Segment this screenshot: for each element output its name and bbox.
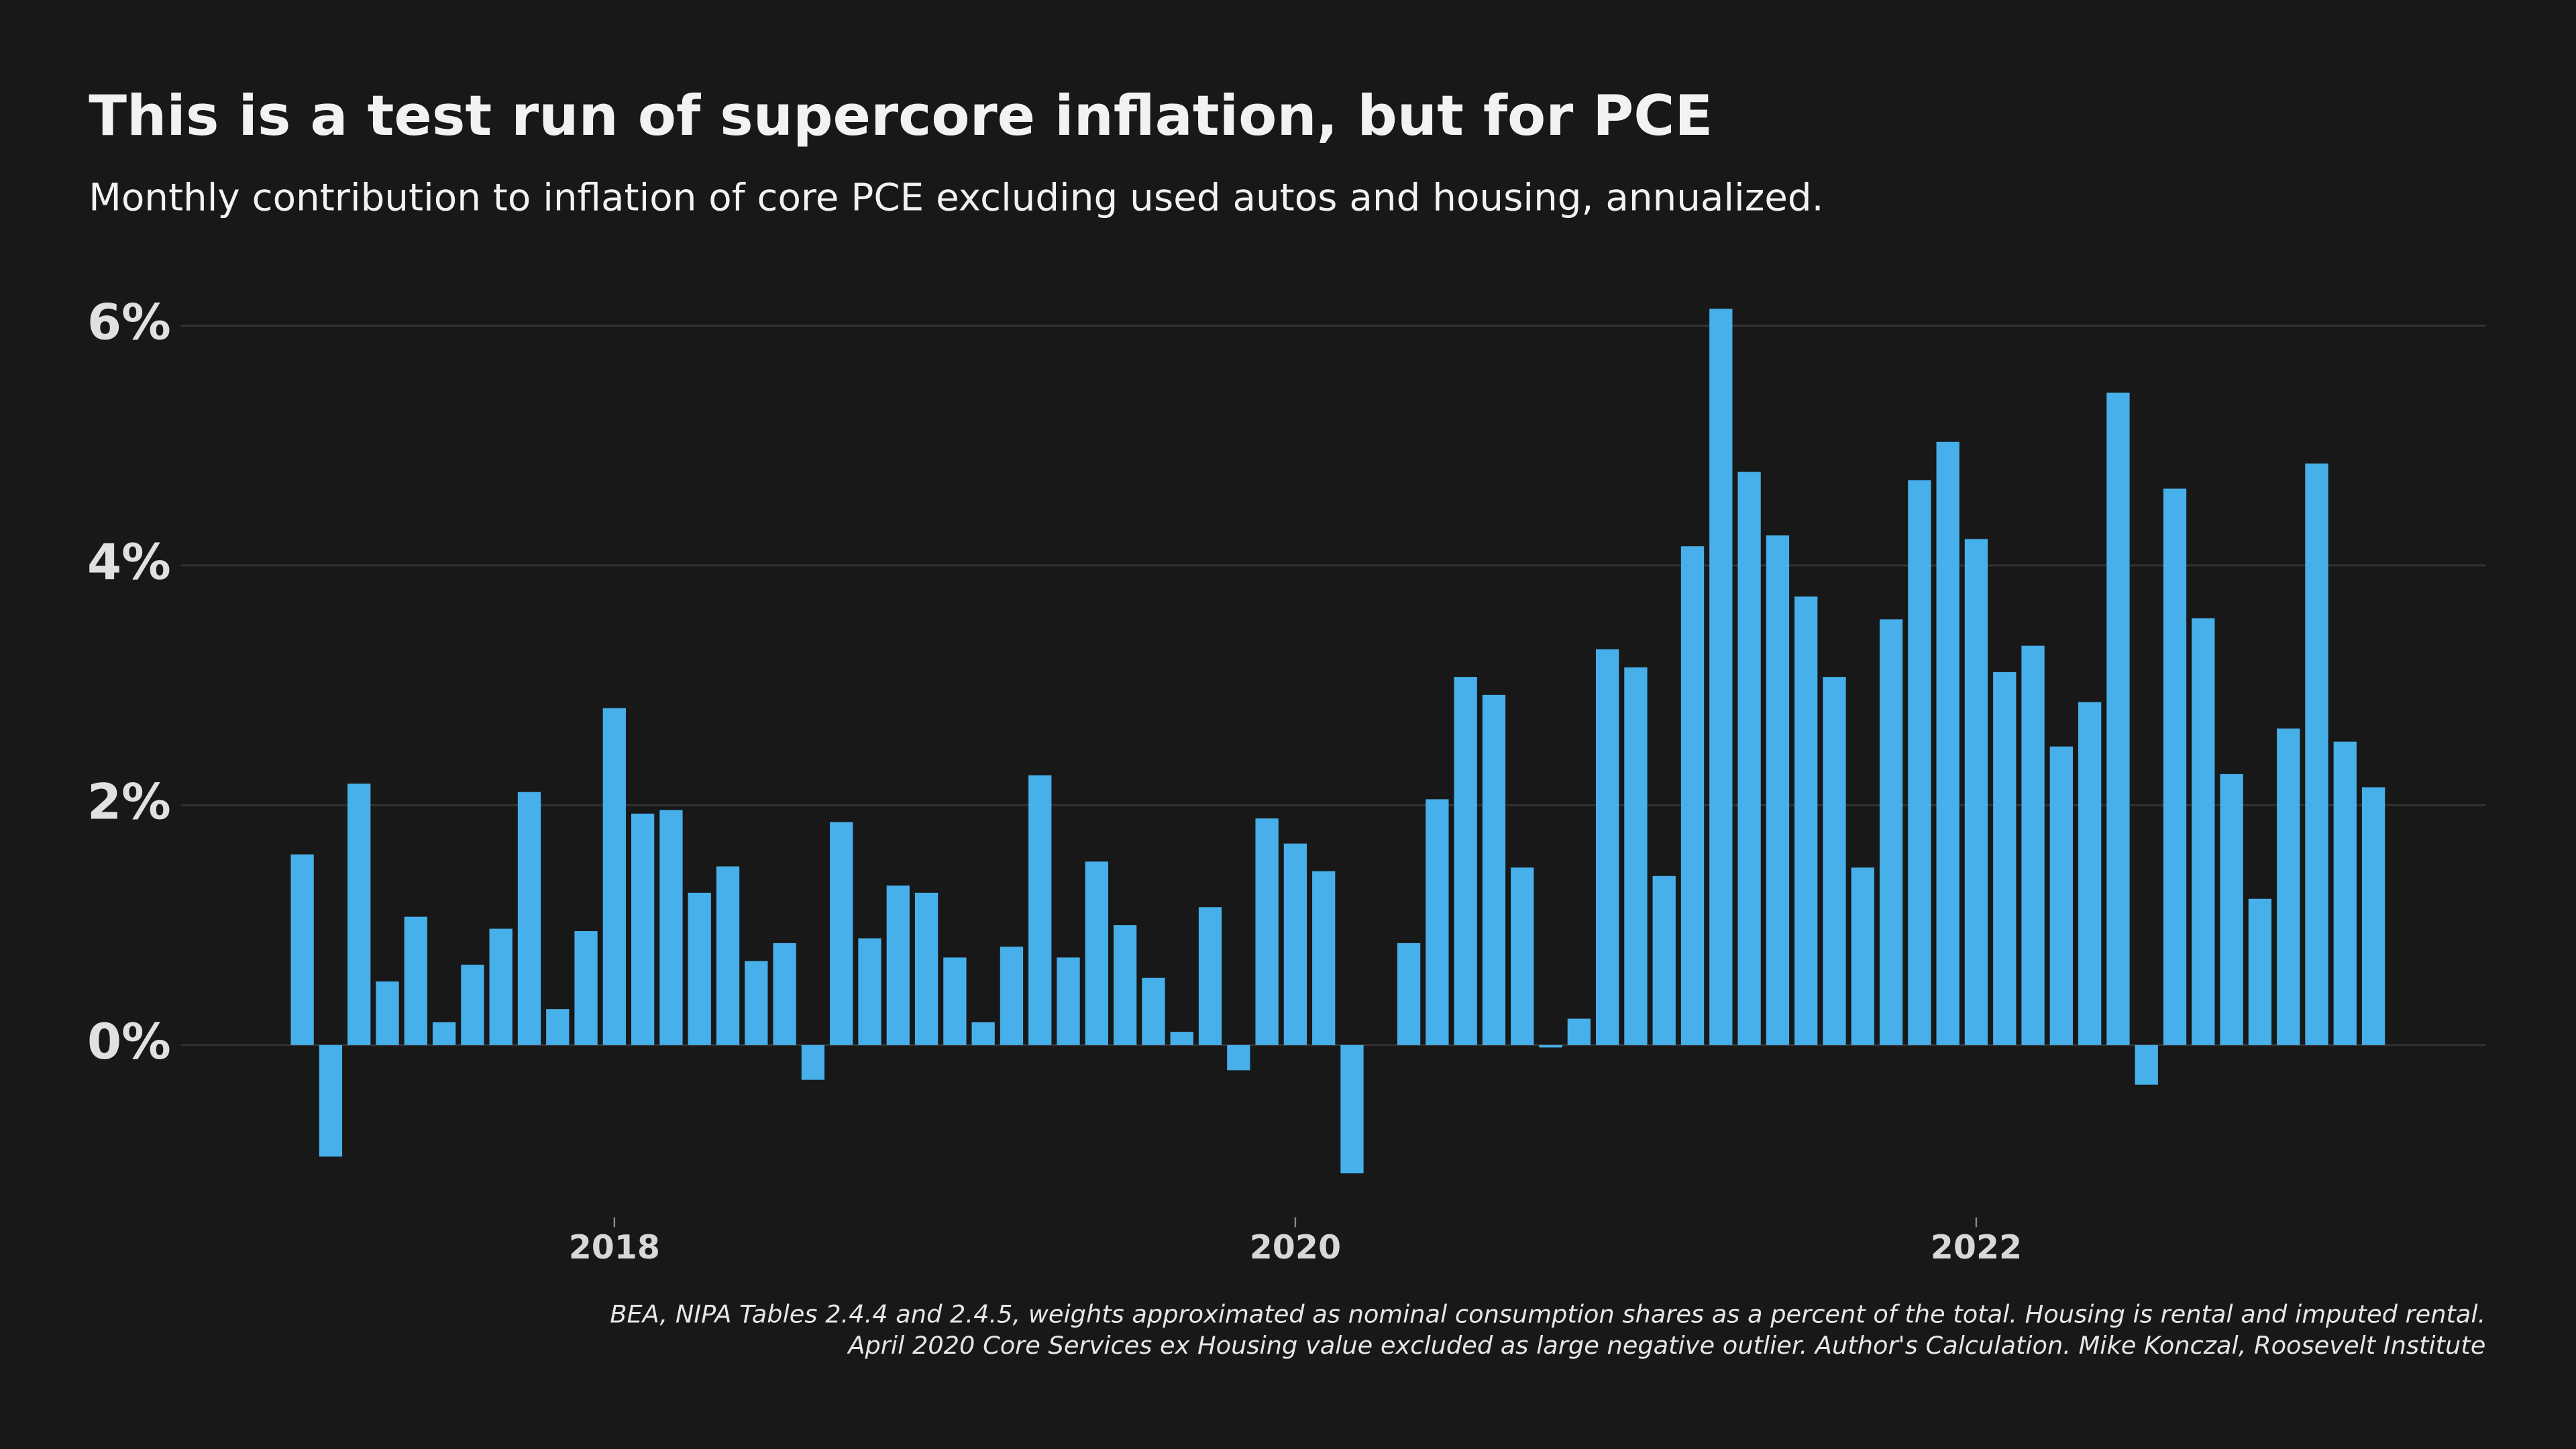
bar bbox=[1142, 977, 1165, 1045]
bar bbox=[1000, 947, 1024, 1045]
bar bbox=[2049, 746, 2073, 1045]
bar bbox=[376, 981, 399, 1045]
bar bbox=[631, 813, 655, 1045]
bar bbox=[773, 943, 796, 1045]
x-tick-label: 2020 bbox=[1250, 1228, 1341, 1267]
bar bbox=[1113, 925, 1137, 1045]
bar bbox=[1028, 775, 1052, 1045]
bar bbox=[1908, 480, 1931, 1045]
bar bbox=[1567, 1018, 1591, 1045]
y-tick-label: 2% bbox=[87, 773, 171, 830]
bar bbox=[2135, 1044, 2158, 1085]
bar bbox=[1766, 535, 1790, 1045]
bar bbox=[319, 1044, 343, 1157]
bar bbox=[347, 784, 371, 1045]
bar bbox=[2220, 773, 2243, 1045]
bar bbox=[1823, 677, 1846, 1045]
bar bbox=[574, 931, 598, 1045]
x-tick-label: 2018 bbox=[569, 1228, 660, 1267]
bar bbox=[688, 892, 711, 1045]
chart-subtitle: Monthly contribution to inflation of cor… bbox=[89, 176, 1823, 219]
bar bbox=[2248, 898, 2272, 1045]
bar bbox=[602, 708, 626, 1045]
bar bbox=[1170, 1032, 1193, 1045]
bar bbox=[2078, 702, 2102, 1045]
bar bbox=[546, 1009, 570, 1045]
bar bbox=[1426, 799, 1449, 1045]
bar bbox=[2106, 392, 2130, 1045]
bar bbox=[2163, 488, 2187, 1045]
bar bbox=[1595, 649, 1619, 1045]
bar bbox=[1397, 943, 1421, 1045]
bar bbox=[801, 1044, 825, 1080]
bar bbox=[2305, 463, 2328, 1045]
bar bbox=[886, 885, 910, 1045]
bar bbox=[1993, 672, 2017, 1045]
bar bbox=[914, 892, 938, 1045]
bar bbox=[432, 1022, 456, 1045]
bar bbox=[1340, 1044, 1364, 1174]
y-tick-label: 4% bbox=[87, 534, 171, 591]
bar bbox=[2192, 618, 2215, 1045]
bar bbox=[404, 916, 427, 1045]
bar bbox=[1227, 1044, 1250, 1071]
bar bbox=[461, 965, 484, 1045]
bar bbox=[1312, 871, 1336, 1045]
bar bbox=[1680, 546, 1705, 1045]
bar bbox=[1709, 309, 1733, 1045]
source-note: April 2020 Core Services ex Housing valu… bbox=[847, 1331, 2485, 1360]
bar bbox=[830, 822, 853, 1045]
bar bbox=[1794, 596, 1818, 1045]
bar bbox=[1057, 957, 1080, 1045]
bar bbox=[1652, 875, 1676, 1045]
bar bbox=[1539, 1044, 1562, 1048]
bar bbox=[745, 961, 768, 1045]
bar bbox=[1482, 694, 1506, 1045]
bar bbox=[659, 810, 683, 1045]
bar bbox=[1085, 861, 1108, 1045]
y-tick-label: 6% bbox=[87, 294, 171, 351]
bar bbox=[858, 938, 881, 1045]
bar bbox=[1964, 539, 1988, 1045]
chart-title: This is a test run of supercore inflatio… bbox=[89, 83, 1713, 148]
bar bbox=[971, 1022, 995, 1045]
bar bbox=[1879, 619, 1903, 1045]
y-tick-label: 0% bbox=[87, 1014, 171, 1071]
source-note: BEA, NIPA Tables 2.4.4 and 2.4.5, weight… bbox=[610, 1299, 2485, 1328]
bar bbox=[2277, 728, 2300, 1045]
bar bbox=[1454, 677, 1477, 1045]
bar bbox=[2361, 787, 2385, 1045]
x-tick-label: 2022 bbox=[1931, 1228, 2022, 1267]
bar bbox=[1255, 818, 1279, 1045]
bar bbox=[489, 928, 513, 1045]
bar bbox=[1624, 667, 1648, 1045]
bar bbox=[716, 866, 740, 1045]
bar bbox=[290, 854, 314, 1045]
bar bbox=[1851, 867, 1874, 1045]
bar bbox=[2333, 741, 2357, 1045]
bar bbox=[1737, 472, 1761, 1045]
bar bbox=[2021, 645, 2045, 1045]
bar bbox=[943, 957, 967, 1045]
bar bbox=[1936, 441, 1960, 1045]
bar bbox=[517, 792, 541, 1045]
bar bbox=[1511, 867, 1534, 1045]
bar bbox=[1198, 907, 1222, 1045]
bar bbox=[1283, 843, 1307, 1045]
